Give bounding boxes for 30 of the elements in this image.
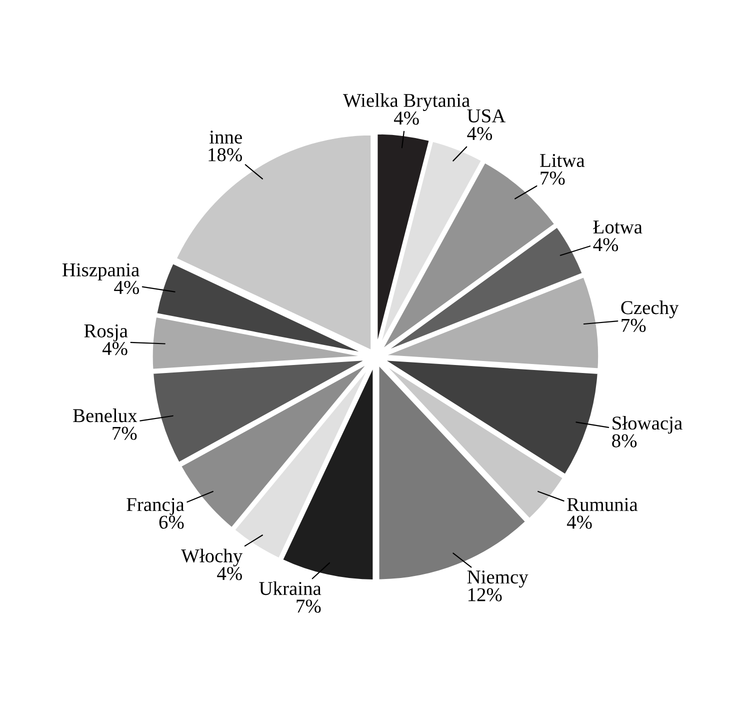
slice-label: Rumunia (567, 498, 638, 512)
slice-label: Rosja (84, 324, 128, 342)
slice-label: inne (210, 130, 242, 144)
data-label: 7% (540, 172, 565, 185)
data-label: 4% (467, 126, 492, 140)
slice-label: USA (467, 109, 506, 122)
data-label: 4% (394, 112, 419, 125)
data-label: 8% (612, 434, 637, 448)
slice-label: Ukraina (259, 581, 322, 596)
data-label: 4% (593, 238, 618, 252)
data-label: 12% (468, 588, 502, 602)
data-label: 6% (159, 516, 184, 529)
slice-label: Benelux (73, 408, 138, 422)
slice-label: Wielka Brytania (343, 93, 470, 111)
slice-label: Litwa (540, 154, 585, 168)
data-label: 4% (102, 342, 128, 356)
data-label: 18% (208, 148, 242, 162)
data-label: 7% (112, 426, 137, 440)
slice-label: Czechy (621, 300, 679, 318)
data-label: 4% (217, 566, 242, 580)
slice-label: Włochy (181, 548, 243, 566)
data-label: 7% (296, 600, 321, 613)
data-label: 4% (114, 280, 139, 294)
slice-label: Francja (126, 498, 184, 516)
data-label: 4% (566, 516, 592, 529)
slice-label: Hiszpania (62, 263, 140, 280)
slice-label: Słowacja (612, 416, 682, 434)
slice-label: Niemcy (467, 570, 528, 588)
data-label: 7% (622, 318, 646, 332)
slice-label: Łotwa (593, 220, 642, 234)
